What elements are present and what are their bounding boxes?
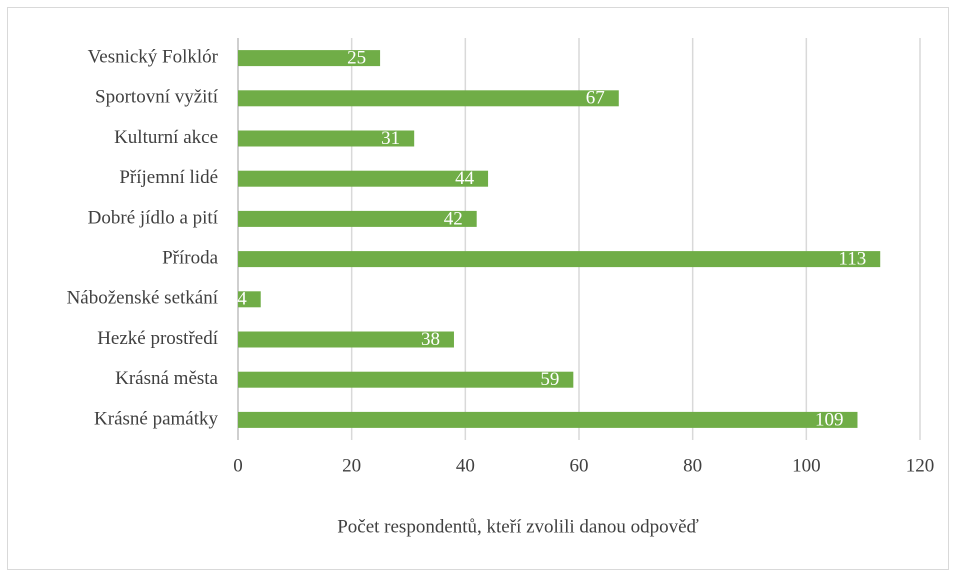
bar — [238, 210, 477, 227]
y-tick-label: Hezké prostředí — [97, 328, 219, 349]
bar — [238, 90, 619, 107]
data-label: 4 — [237, 289, 247, 310]
data-label: 44 — [455, 168, 475, 189]
data-label: 31 — [381, 128, 400, 149]
y-tick-label: Sportovní vyžití — [95, 87, 219, 108]
data-label: 38 — [421, 329, 440, 350]
data-label: 25 — [347, 47, 366, 68]
x-axis-title: Počet respondentů, kteří zvolili danou o… — [337, 516, 699, 537]
x-tick-label: 80 — [683, 455, 702, 476]
data-label: 67 — [586, 88, 605, 109]
bar — [238, 371, 574, 388]
bar — [238, 251, 881, 268]
bar — [238, 331, 454, 348]
bar — [238, 130, 415, 147]
data-label: 59 — [540, 369, 559, 390]
x-tick-label: 60 — [570, 455, 589, 476]
x-tick-label: 40 — [456, 455, 475, 476]
y-tick-label: Dobré jídlo a pití — [88, 207, 219, 228]
x-tick-label: 100 — [792, 455, 821, 476]
bar — [238, 411, 858, 428]
x-tick-label: 20 — [342, 455, 361, 476]
y-tick-label: Příroda — [162, 247, 219, 268]
bar — [238, 50, 381, 67]
y-tick-label: Kulturní akce — [114, 127, 218, 148]
y-tick-label: Vesnický Folklór — [88, 46, 219, 67]
y-tick-label: Krásná města — [115, 368, 218, 389]
data-label: 42 — [444, 208, 463, 229]
y-tick-label: Příjemní lidé — [119, 167, 218, 188]
x-tick-label: 120 — [906, 455, 935, 476]
x-tick-label: 0 — [233, 455, 243, 476]
bar — [238, 291, 261, 308]
data-label: 109 — [815, 409, 844, 430]
y-tick-label: Krásné památky — [94, 408, 218, 429]
data-label: 113 — [838, 248, 866, 269]
y-tick-label: Náboženské setkání — [67, 288, 219, 309]
bar — [238, 170, 489, 187]
